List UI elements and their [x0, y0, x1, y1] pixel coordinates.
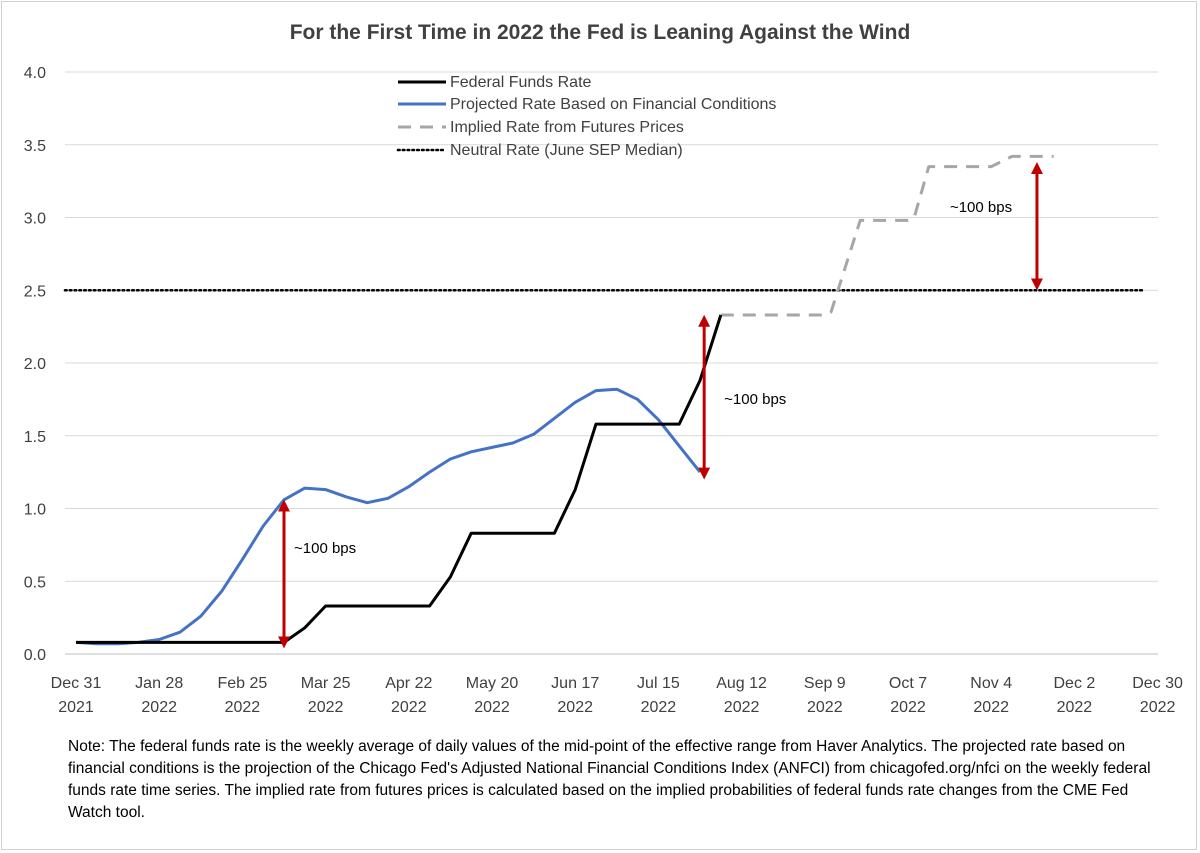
series-line-0 — [76, 314, 723, 644]
chart-title: For the First Time in 2022 the Fed is Le… — [290, 21, 911, 44]
x-tick-label: Apr 22 — [385, 675, 432, 692]
x-tick-label: Dec 30 — [1132, 675, 1183, 692]
x-tick-year-label: 2022 — [391, 699, 427, 716]
y-tick-label: 4.0 — [24, 65, 46, 82]
x-tick-year-label: 2022 — [807, 699, 843, 716]
bps-label: ~100 bps — [724, 391, 786, 408]
y-axis: 0.0 0.5 1.0 1.5 2.0 2.5 3.0 3.5 4.0 — [24, 65, 46, 664]
x-tick-label: Feb 25 — [217, 675, 267, 692]
x-tick-label: Dec 31 — [51, 675, 102, 692]
x-tick-year-label: 2022 — [141, 699, 177, 716]
x-tick-year-label: 2022 — [890, 699, 926, 716]
legend-label: Projected Rate Based on Financial Condit… — [450, 96, 776, 113]
x-tick-year-label: 2022 — [474, 699, 510, 716]
series-line-2 — [720, 154, 1054, 317]
x-tick-year-label: 2022 — [1140, 699, 1176, 716]
x-tick-year-label: 2022 — [308, 699, 344, 716]
bps-label: ~100 bps — [950, 199, 1012, 216]
x-tick-label: Dec 2 — [1054, 675, 1096, 692]
legend-label: Neutral Rate (June SEP Median) — [450, 142, 683, 159]
y-tick-label: 0.5 — [24, 574, 46, 591]
y-tick-label: 3.5 — [24, 138, 46, 155]
series-line-1 — [75, 387, 702, 646]
x-axis: Dec 31 2021 Jan 28 2022 Feb 25 2022 Mar 25 2022… — [51, 675, 1183, 716]
legend-label: Implied Rate from Futures Prices — [450, 119, 684, 136]
x-tick-label: Jul 15 — [637, 675, 680, 692]
chart-note: Note: The federal funds rate is the week… — [68, 738, 1151, 821]
y-tick-label: 2.0 — [24, 356, 46, 373]
legend-label: Federal Funds Rate — [450, 74, 592, 91]
y-tick-label: 2.5 — [24, 283, 46, 300]
gridlines — [65, 71, 1158, 655]
x-tick-year-label: 2022 — [1057, 699, 1093, 716]
y-tick-label: 1.0 — [24, 502, 46, 519]
x-tick-label: Jun 17 — [551, 675, 599, 692]
x-tick-year-label: 2021 — [58, 699, 94, 716]
legend: Federal Funds Rate Projected Rate Based o… — [396, 74, 776, 159]
x-tick-year-label: 2022 — [724, 699, 760, 716]
series-lines — [63, 154, 1145, 646]
x-tick-label: Jan 28 — [135, 675, 183, 692]
x-tick-year-label: 2022 — [973, 699, 1009, 716]
bps-label: ~100 bps — [294, 540, 356, 557]
x-tick-label: Aug 12 — [716, 675, 767, 692]
x-tick-label: Mar 25 — [301, 675, 351, 692]
annotations: ~100 bps ~100 bps ~100 bps — [278, 162, 1043, 649]
x-tick-label: Nov 4 — [970, 675, 1012, 692]
x-tick-year-label: 2022 — [641, 699, 677, 716]
x-tick-label: Oct 7 — [889, 675, 927, 692]
x-tick-label: Sep 9 — [804, 675, 846, 692]
y-tick-label: 3.0 — [24, 211, 46, 228]
y-tick-label: 1.5 — [24, 429, 46, 446]
x-tick-year-label: 2022 — [225, 699, 261, 716]
x-tick-year-label: 2022 — [557, 699, 593, 716]
y-tick-label: 0.0 — [24, 647, 46, 664]
x-tick-label: May 20 — [466, 675, 519, 692]
